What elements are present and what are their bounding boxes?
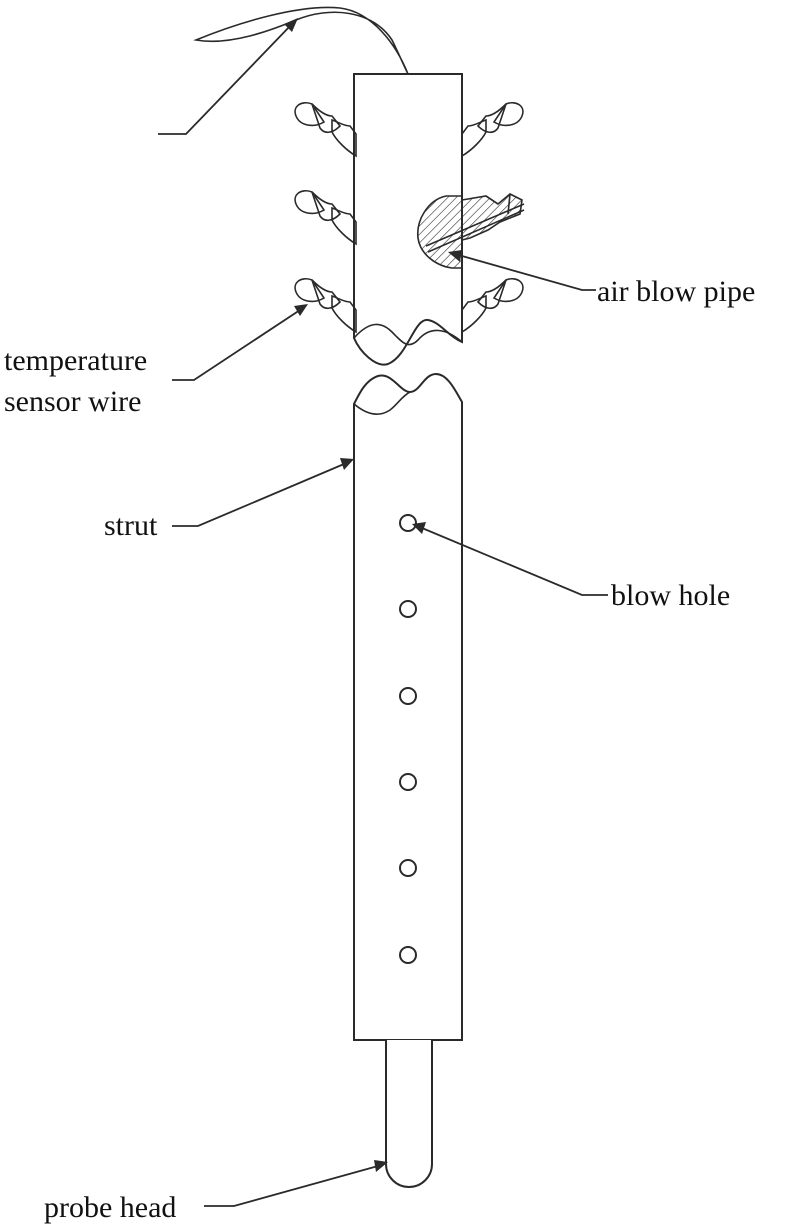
leader-strut <box>172 458 354 527</box>
label-blow-hole: blow hole <box>611 579 730 612</box>
blow-hole-1 <box>399 514 417 532</box>
label-temperature-sensor-wire-line2: sensor wire <box>4 385 141 418</box>
break-curve-upper <box>353 323 463 346</box>
blow-hole-2 <box>399 600 417 618</box>
leader-blow-hole <box>412 522 608 596</box>
fitting-left-bottom <box>294 277 357 334</box>
fitting-left-top <box>294 101 357 158</box>
air-blow-pipe-fitting <box>417 193 525 269</box>
leader-probe-head <box>204 1160 388 1207</box>
label-probe-head: probe head <box>44 1191 176 1224</box>
fitting-left-middle <box>294 189 357 246</box>
blow-hole-5 <box>399 859 417 877</box>
label-strut: strut <box>104 509 158 542</box>
label-air-blow-pipe: air blow pipe <box>597 275 755 308</box>
sensor-wire-top <box>193 6 409 75</box>
blow-hole-6 <box>399 946 417 964</box>
probe-head-shape <box>385 1040 433 1188</box>
leader-air-blow-pipe <box>448 250 596 291</box>
blow-hole-3 <box>399 687 417 705</box>
strut-lower-section <box>353 372 463 1041</box>
leader-temperature-sensor-wire <box>172 304 308 381</box>
break-curve-lower <box>353 391 411 416</box>
leader-top-wire <box>158 18 298 135</box>
label-temperature-sensor-wire-line1: temperature <box>4 344 147 377</box>
fitting-right-top <box>461 101 524 158</box>
fitting-right-bottom <box>461 277 524 334</box>
blow-hole-4 <box>399 773 417 791</box>
